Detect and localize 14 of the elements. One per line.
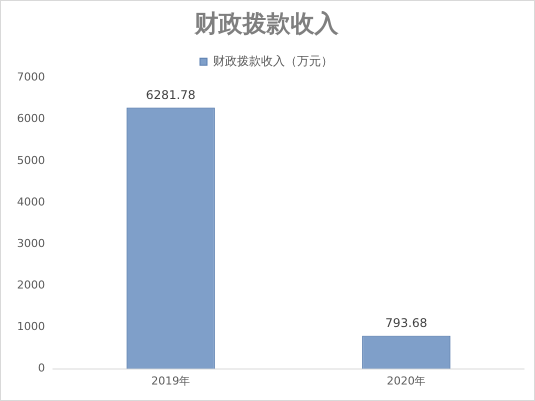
y-tick-label: 0 — [38, 362, 45, 375]
legend-label: 财政拨款收入（万元） — [213, 54, 333, 68]
y-tick-label: 6000 — [16, 112, 45, 126]
y-tick-label: 4000 — [16, 195, 45, 208]
y-tick-label: 7000 — [16, 70, 45, 84]
y-tick-label: 5000 — [16, 154, 45, 167]
x-tick-label: 2019年 — [151, 374, 190, 388]
y-tick-label: 2000 — [16, 278, 45, 292]
y-tick-label: 1000 — [16, 320, 45, 334]
data-label: 6281.78 — [146, 88, 196, 102]
x-tick-label: 2020年 — [386, 374, 426, 388]
data-label: 793.68 — [385, 316, 428, 330]
chart-title: 财政拨款收入 — [194, 10, 340, 38]
y-tick-label: 3000 — [16, 236, 45, 250]
